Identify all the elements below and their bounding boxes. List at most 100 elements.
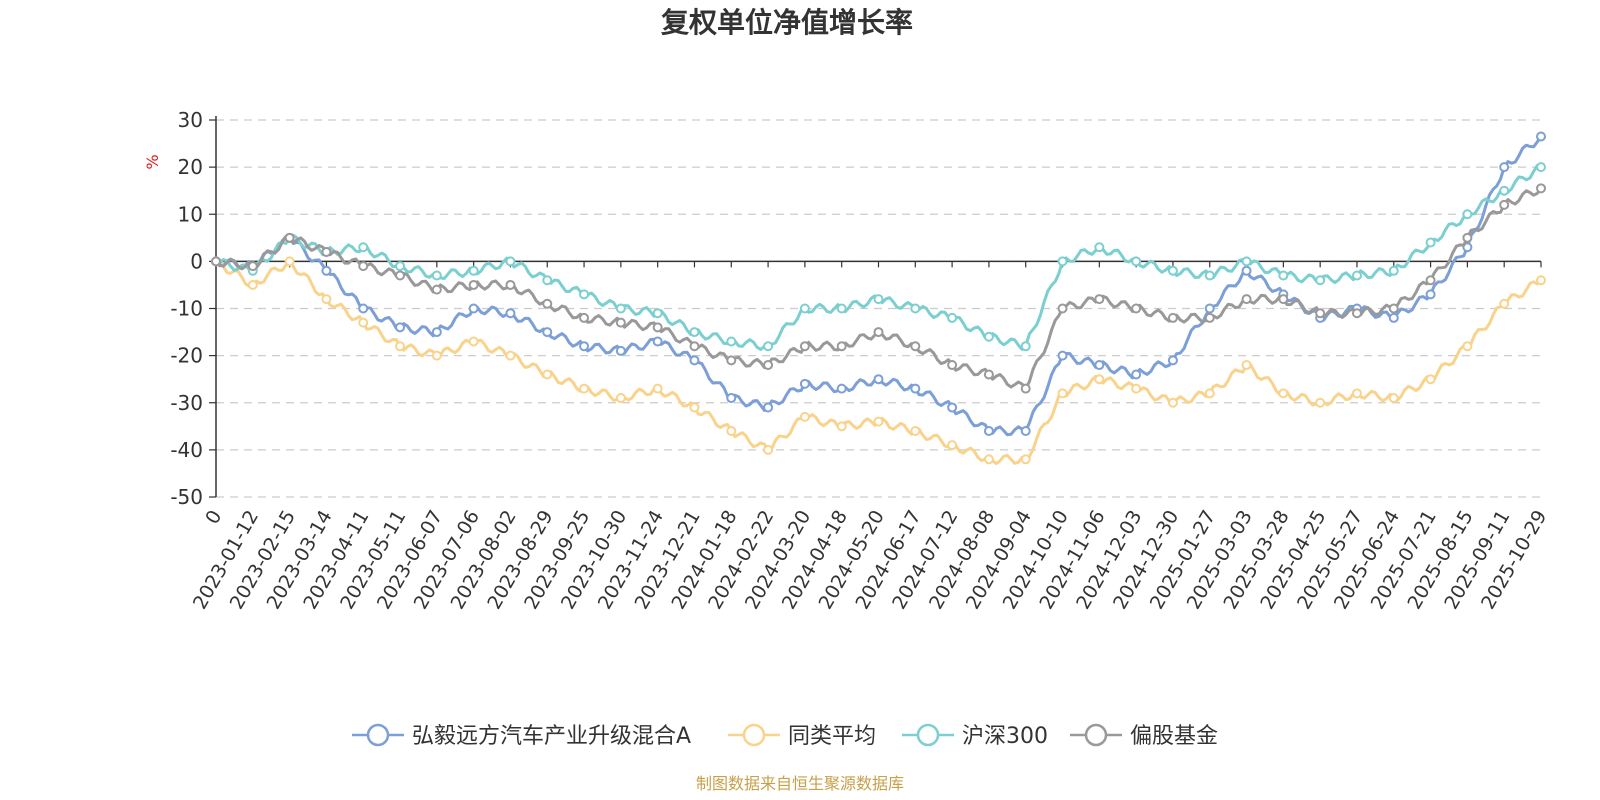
data-point bbox=[284, 256, 295, 267]
data-point bbox=[1278, 388, 1289, 399]
series-2 bbox=[211, 162, 1546, 352]
data-point bbox=[1499, 298, 1510, 309]
data-point bbox=[983, 426, 994, 437]
data-point bbox=[1462, 341, 1473, 352]
data-point bbox=[505, 350, 516, 361]
legend-label: 沪深300 bbox=[962, 724, 1048, 749]
data-point bbox=[689, 327, 700, 338]
legend-marker bbox=[1084, 723, 1108, 747]
data-point bbox=[247, 279, 258, 290]
y-tick-label: -50 bbox=[170, 485, 203, 509]
data-point bbox=[799, 411, 810, 422]
data-point bbox=[726, 393, 737, 404]
data-point bbox=[615, 303, 626, 314]
data-point bbox=[836, 421, 847, 432]
data-point bbox=[873, 294, 884, 305]
data-point bbox=[1425, 237, 1436, 248]
data-point bbox=[1499, 199, 1510, 210]
data-point bbox=[652, 336, 663, 347]
data-point bbox=[431, 284, 442, 295]
data-point bbox=[1388, 303, 1399, 314]
data-point bbox=[836, 341, 847, 352]
data-point bbox=[358, 317, 369, 328]
data-point bbox=[1241, 294, 1252, 305]
data-point bbox=[910, 383, 921, 394]
data-point bbox=[1204, 312, 1215, 323]
data-point bbox=[468, 265, 479, 276]
data-point bbox=[358, 303, 369, 314]
data-point bbox=[1020, 454, 1031, 465]
y-tick-label: -30 bbox=[170, 391, 203, 415]
data-point bbox=[1315, 308, 1326, 319]
data-point bbox=[1499, 162, 1510, 173]
data-point bbox=[1020, 426, 1031, 437]
chart-title: 复权单位净值增长率 bbox=[661, 6, 913, 39]
data-point bbox=[1388, 312, 1399, 323]
data-point bbox=[395, 270, 406, 281]
data-point bbox=[1278, 270, 1289, 281]
data-point bbox=[1057, 388, 1068, 399]
data-point bbox=[1094, 294, 1105, 305]
data-point bbox=[1425, 374, 1436, 385]
data-point bbox=[1388, 393, 1399, 404]
data-point bbox=[1241, 265, 1252, 276]
y-tick-label: -10 bbox=[170, 297, 203, 321]
series-line bbox=[214, 187, 1543, 391]
data-point bbox=[395, 341, 406, 352]
data-point bbox=[763, 402, 774, 413]
legend-label: 偏股基金 bbox=[1130, 724, 1218, 749]
data-point bbox=[947, 440, 958, 451]
data-point bbox=[1057, 256, 1068, 267]
data-point bbox=[284, 232, 295, 243]
data-point bbox=[1536, 183, 1546, 194]
data-point bbox=[947, 360, 958, 371]
data-point bbox=[1204, 270, 1215, 281]
data-point bbox=[726, 355, 737, 366]
data-point bbox=[542, 327, 553, 338]
data-point bbox=[1094, 242, 1105, 253]
data-point bbox=[689, 341, 700, 352]
data-point bbox=[431, 350, 442, 361]
data-point bbox=[1536, 162, 1546, 173]
y-tick-label: 0 bbox=[190, 249, 203, 273]
data-point bbox=[321, 246, 332, 257]
data-point bbox=[468, 336, 479, 347]
data-point bbox=[615, 393, 626, 404]
data-point bbox=[763, 341, 774, 352]
data-point bbox=[1094, 360, 1105, 371]
data-point bbox=[1351, 270, 1362, 281]
legend-label: 弘毅远方汽车产业升级混合A bbox=[412, 724, 691, 749]
data-point bbox=[873, 416, 884, 427]
data-point bbox=[726, 336, 737, 347]
data-point bbox=[1020, 341, 1031, 352]
data-point bbox=[873, 374, 884, 385]
legend-item-3[interactable]: 偏股基金 bbox=[1070, 723, 1218, 749]
data-point bbox=[1315, 397, 1326, 408]
data-point bbox=[1167, 312, 1178, 323]
legend-item-2[interactable]: 沪深300 bbox=[902, 723, 1048, 749]
series-line bbox=[215, 258, 1543, 465]
data-point bbox=[1057, 350, 1068, 361]
data-point bbox=[247, 261, 258, 272]
data-point bbox=[799, 341, 810, 352]
legend-item-0[interactable]: 弘毅远方汽车产业升级混合A bbox=[352, 723, 691, 749]
data-point bbox=[1351, 308, 1362, 319]
data-point bbox=[763, 360, 774, 371]
data-point bbox=[983, 331, 994, 342]
data-point bbox=[505, 256, 516, 267]
data-point bbox=[1167, 397, 1178, 408]
data-point bbox=[431, 270, 442, 281]
legend[interactable]: 弘毅远方汽车产业升级混合A 同类平均 沪深300 偏股基金 bbox=[352, 723, 1218, 749]
y-axis: 30 20 10 0 -10 -20 -30 -40 -50 bbox=[170, 108, 217, 509]
x-tick-label: 0 bbox=[201, 507, 226, 528]
data-point bbox=[1315, 275, 1326, 286]
legend-marker bbox=[366, 723, 390, 747]
data-point bbox=[579, 383, 590, 394]
data-point bbox=[468, 303, 479, 314]
data-point bbox=[1057, 303, 1068, 314]
data-point bbox=[1241, 360, 1252, 371]
legend-item-1[interactable]: 同类平均 bbox=[728, 723, 876, 749]
data-point bbox=[1131, 369, 1142, 380]
data-point bbox=[799, 303, 810, 314]
